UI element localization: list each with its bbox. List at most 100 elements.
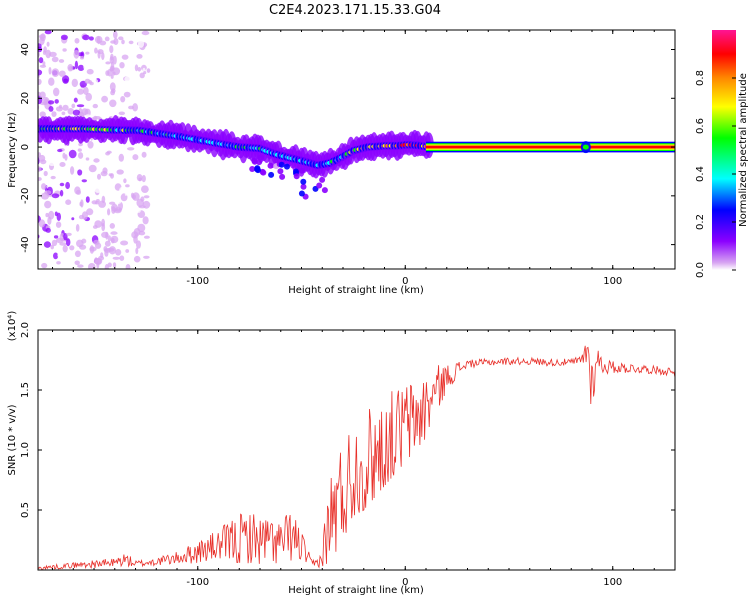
spectrogram-noise-blob bbox=[143, 235, 150, 239]
spectrogram-noise-blob bbox=[44, 190, 52, 195]
spectrogram-noise-blob bbox=[131, 231, 139, 239]
spectrogram-branch-blob bbox=[300, 183, 307, 190]
spectrogram-noise-blob bbox=[71, 78, 79, 88]
spectrogram-y-ticks: -40 -20 0 20 40 bbox=[20, 43, 675, 253]
spectrogram-noise-blob bbox=[107, 208, 111, 216]
spectrogram-branch-blob bbox=[268, 171, 275, 178]
x-tick-label: -100 bbox=[186, 577, 209, 588]
spectrogram-noise-blob bbox=[81, 224, 87, 230]
spectrogram-noise-blob bbox=[78, 142, 83, 147]
y-tick-label: 20 bbox=[20, 92, 31, 105]
spectrogram-noise-blob bbox=[59, 242, 67, 246]
spectrogram-x-ticks: -100 0 100 bbox=[52, 30, 676, 287]
spectrogram-noise-blob bbox=[87, 141, 94, 149]
spectrogram-noise-blob bbox=[92, 78, 98, 84]
spectrogram-noise-blob bbox=[38, 219, 46, 228]
spectrogram-noise-blob bbox=[38, 69, 43, 76]
spectrogram-noise-blob bbox=[69, 245, 75, 251]
spectrogram-noise-blob bbox=[53, 235, 59, 239]
spectrogram-noise-blob bbox=[48, 77, 55, 86]
spectrogram-branch-blob bbox=[257, 154, 264, 161]
spectrogram-noise-blob bbox=[62, 48, 67, 52]
spectrogram-noise-blob bbox=[107, 68, 113, 77]
spectrogram-noise-blob bbox=[112, 256, 121, 260]
spectrogram-noise-blob bbox=[56, 212, 61, 221]
spectrogram-noise-blob bbox=[109, 201, 116, 205]
spectrogram-noise-blob bbox=[118, 201, 123, 211]
spectrogram-noise-blob bbox=[127, 147, 135, 151]
spectrogram-noise-blob bbox=[82, 34, 90, 41]
spectrogram-noise-blob bbox=[53, 87, 60, 97]
spectrogram-noise-blob bbox=[88, 36, 94, 41]
spectrogram-branch-blob bbox=[316, 182, 323, 189]
spectrogram-noise-blob bbox=[107, 181, 114, 187]
spectrogram-noise-blob bbox=[137, 39, 145, 48]
x-tick-label: 0 bbox=[402, 276, 408, 287]
y-tick-label: 0.5 bbox=[20, 502, 31, 518]
spectrogram-branch-blob bbox=[249, 166, 256, 172]
spectrogram-noise-blob bbox=[90, 171, 94, 176]
spectrogram-branch-blob bbox=[293, 173, 300, 180]
spectrogram-noise-blob bbox=[77, 148, 82, 152]
spectrogram-noise-blob bbox=[45, 49, 51, 59]
spectrogram-noise-blob bbox=[113, 38, 119, 45]
spectrogram-branch-blob bbox=[319, 176, 326, 183]
spectrogram-noise-blob bbox=[48, 106, 54, 112]
snr-panel: -100 0 100 0.5 1.0 1.5 2.0 Height of straight… bbox=[7, 311, 676, 596]
spectrogram-noise-blob bbox=[83, 61, 87, 70]
spectrogram-noise-blob bbox=[73, 97, 78, 103]
spectrogram-noise-blob bbox=[73, 49, 80, 59]
spectrogram-noise-blob bbox=[123, 178, 127, 184]
spectrogram-noise-blob bbox=[39, 111, 46, 118]
spectrogram-noise-blob bbox=[59, 104, 62, 109]
spectrogram-noise-blob bbox=[54, 99, 59, 104]
spectrogram-branch-blob bbox=[321, 187, 328, 194]
spectrogram-noise-blob bbox=[64, 154, 68, 161]
spectrogram-noise-blob bbox=[142, 216, 149, 225]
y-tick-label: -20 bbox=[20, 188, 31, 204]
spectrogram-noise-blob bbox=[33, 154, 38, 159]
colorbar-tick-label: 0.4 bbox=[695, 166, 706, 182]
spectrogram-noise-blob bbox=[139, 72, 145, 79]
spectrogram-noise-blob bbox=[43, 170, 48, 177]
spectrogram-noise-blob bbox=[65, 199, 72, 205]
spectrogram-noise-blob bbox=[109, 223, 116, 229]
spectrogram-noise-blob bbox=[47, 33, 53, 39]
spectrogram-noise-blob bbox=[58, 59, 65, 63]
spectrogram-noise-blob bbox=[136, 54, 143, 59]
spectrogram-noise-blob bbox=[75, 224, 80, 232]
spectrogram-noise-blob bbox=[97, 50, 101, 59]
snr-y-ticks: 0.5 1.0 1.5 2.0 bbox=[20, 322, 675, 518]
spectrogram-noise-blob bbox=[39, 91, 46, 99]
spectrogram-noise-blob bbox=[112, 71, 116, 76]
spectrogram-noise-blob bbox=[60, 219, 65, 229]
spectrogram-noise-blob bbox=[121, 39, 125, 45]
spectrogram-noise-blob bbox=[94, 250, 98, 256]
colorbar-ticks: 0.0 0.2 0.4 0.6 0.8 bbox=[695, 70, 736, 278]
spectrogram-noise-blob bbox=[119, 61, 125, 69]
spectrogram-noise-blob bbox=[85, 51, 90, 55]
spectrogram-noise-blob bbox=[79, 244, 87, 250]
spectrogram-noise-blob bbox=[43, 241, 51, 248]
spectrogram-noise-blob bbox=[141, 151, 147, 158]
spectrogram-noise-blob bbox=[48, 100, 55, 105]
spectrogram-noise-blob bbox=[33, 48, 36, 55]
spectrogram-noise-blob bbox=[96, 36, 101, 45]
spectrogram-noise-blob bbox=[41, 183, 47, 190]
spectrogram-noise-blob bbox=[67, 63, 74, 72]
spectrogram-noise-blob bbox=[81, 211, 88, 220]
spectrogram-branch-blob bbox=[251, 158, 258, 165]
spectrogram-noise-blob bbox=[113, 55, 117, 65]
snr-series-line bbox=[38, 345, 675, 570]
spectrogram-noise-blob bbox=[109, 45, 114, 54]
spectrogram-noise-blob bbox=[63, 233, 68, 241]
spectrogram-noise-blob bbox=[93, 239, 100, 245]
spectrogram-branch-blob bbox=[260, 169, 267, 176]
spectrogram-noise-blob bbox=[109, 99, 117, 108]
spectrogram-noise-blob bbox=[116, 169, 124, 175]
spectrogram-branch-blob bbox=[284, 163, 290, 170]
spectrogram-noise-blob bbox=[51, 193, 60, 199]
spectrogram-noise-blob bbox=[57, 148, 63, 153]
